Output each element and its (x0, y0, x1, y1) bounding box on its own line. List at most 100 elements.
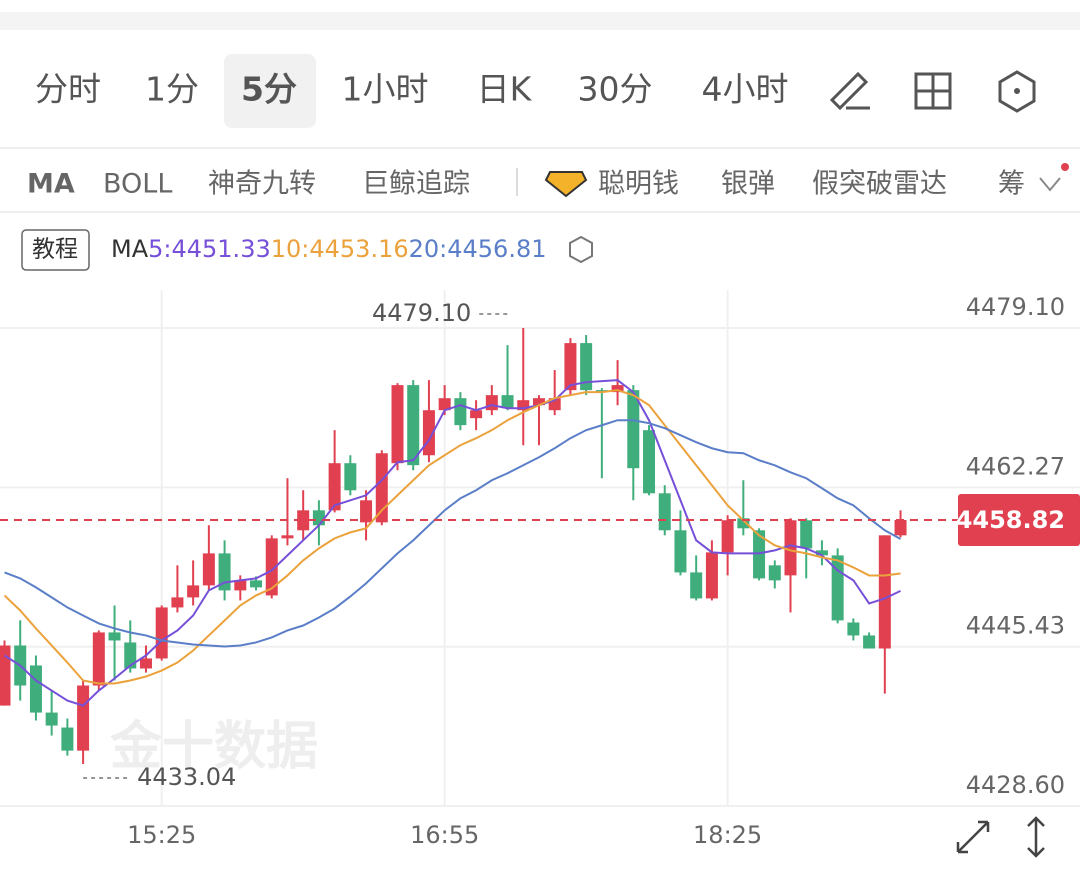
candle-body (391, 385, 404, 464)
y-tick-label: 4445.43 (966, 612, 1065, 640)
candle-body (281, 535, 294, 539)
settings-dot (1014, 88, 1020, 94)
candle-body (627, 390, 640, 469)
candle-body (360, 500, 373, 523)
watermark: 金十数据 (109, 717, 318, 777)
x-tick-label: 18:25 (693, 821, 762, 849)
candle-body (690, 572, 703, 599)
fullscreen-icon[interactable] (956, 820, 990, 854)
tutorial-button[interactable] (21, 229, 90, 271)
tab[interactable]: 分时 (35, 70, 101, 109)
candle-body (29, 665, 42, 713)
candle-body (815, 550, 828, 556)
candle-body (407, 385, 420, 466)
tab[interactable]: 日K (477, 70, 533, 109)
candle-body (375, 453, 388, 523)
more-chevron[interactable] (1039, 177, 1061, 192)
y-tick-label: 4462.27 (966, 452, 1065, 480)
candle-body (658, 493, 671, 531)
candle-body (139, 658, 152, 669)
candle-body (674, 530, 687, 573)
candle-body (344, 463, 357, 491)
selected-tab-bg (224, 54, 316, 128)
candle-body (155, 607, 168, 659)
x-tick-label: 15:25 (127, 821, 196, 849)
candle-body (800, 520, 813, 549)
candle-body (878, 535, 891, 649)
candle-body (532, 398, 545, 406)
candle-body (705, 552, 718, 599)
candle-body (202, 553, 215, 586)
layout-icon-lines (916, 74, 950, 108)
candle-body (784, 520, 797, 576)
scale-icon[interactable] (1027, 816, 1045, 858)
candle-body (580, 343, 593, 391)
candle-body (768, 565, 781, 581)
tool[interactable]: BOLL (103, 169, 172, 200)
tab[interactable]: 1小时 (342, 70, 429, 109)
candle-body (312, 510, 325, 526)
settings-icon[interactable] (998, 70, 1036, 113)
y-tick-label: 4479.10 (966, 293, 1065, 321)
legend-entry: 20:4456.81 (409, 235, 547, 263)
tab[interactable]: 30分 (578, 70, 653, 109)
bottom-icons (956, 816, 1045, 858)
candle-body (517, 400, 530, 411)
candle-body (234, 580, 247, 591)
candle-body (0, 645, 11, 706)
ma-line (3, 379, 901, 707)
candle-body (265, 538, 278, 596)
tool[interactable]: 假突破雷达 (812, 169, 947, 200)
candle-body (454, 398, 467, 426)
x-tick-label: 16:55 (410, 821, 479, 849)
ma-legend: MA5:4451.3310:4453.1620:4456.81 (111, 235, 546, 263)
candle-body (721, 520, 734, 553)
legend-entry: 5:4451.33 (148, 235, 271, 263)
candle-body (894, 519, 907, 536)
tab[interactable]: 1分 (145, 70, 199, 109)
tool[interactable]: 筹 (998, 169, 1025, 200)
tab[interactable]: 4小时 (702, 70, 789, 109)
candle-body (124, 642, 137, 669)
tutorial-label: 教程 (32, 237, 78, 263)
candle-body (485, 395, 498, 411)
candle-body (92, 632, 105, 686)
legend-indicator: MA (111, 235, 149, 263)
candle-body (297, 510, 310, 531)
ma-line (4, 419, 902, 648)
candle-body (847, 622, 860, 636)
tool[interactable]: 聪明钱 (598, 169, 679, 200)
tool[interactable]: 巨鲸追踪 (362, 169, 470, 200)
candle-body (470, 410, 483, 419)
candle-body (171, 597, 184, 608)
candle-body (611, 385, 624, 393)
last-price-box (958, 493, 1080, 546)
y-tick-label: 4428.60 (966, 771, 1065, 799)
draw-icon[interactable] (829, 71, 870, 111)
tool[interactable]: 银弹 (721, 169, 775, 200)
tab[interactable]: 5分 (241, 70, 297, 109)
candle-body (501, 395, 514, 409)
tool[interactable]: 神奇九转 (208, 169, 316, 200)
candle-body (564, 343, 577, 391)
candle-body (328, 463, 341, 511)
smart-money-icon (544, 171, 588, 198)
candle-body (438, 398, 451, 411)
notice-dot (1061, 163, 1069, 171)
candle-body (45, 712, 58, 726)
max-label: 4479.10 (372, 299, 471, 327)
candle-body (108, 632, 121, 641)
candle-body (863, 635, 876, 649)
tool[interactable]: MA (27, 169, 75, 200)
candle-body (643, 430, 656, 494)
legend-settings[interactable] (569, 235, 593, 264)
candle-body (77, 685, 90, 751)
top-strip (0, 12, 1080, 30)
ma-line (3, 389, 901, 685)
min-label: 4433.04 (137, 763, 236, 791)
last-price-label: 4458.82 (956, 506, 1065, 534)
candle-body (737, 518, 750, 529)
candle-body (187, 585, 200, 598)
